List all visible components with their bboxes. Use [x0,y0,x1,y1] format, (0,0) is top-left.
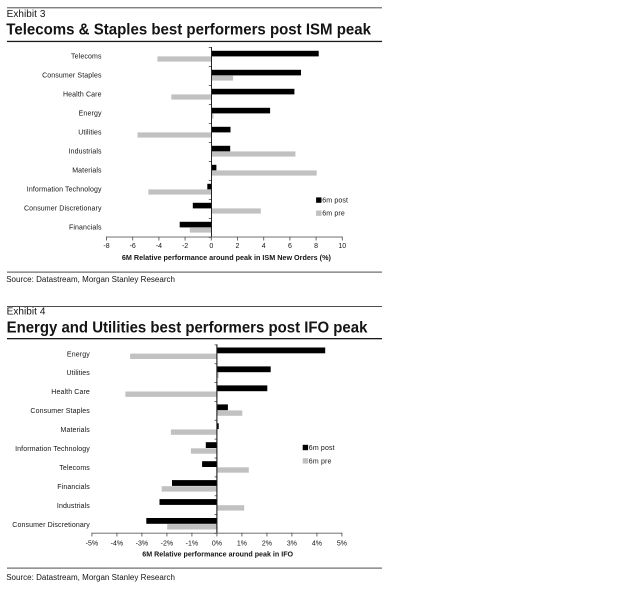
svg-text:Telecoms & Staples best perfor: Telecoms & Staples best performers post … [6,21,371,38]
svg-text:-6: -6 [130,243,136,250]
svg-text:-4: -4 [156,243,162,250]
svg-text:Information Technology: Information Technology [15,446,90,453]
svg-text:-4%: -4% [111,541,123,548]
svg-text:6M Relative performance around: 6M Relative performance around peak in I… [122,255,331,262]
svg-text:Health Care: Health Care [63,91,102,98]
svg-text:Health Care: Health Care [51,389,90,396]
svg-text:Energy and Utilities best perf: Energy and Utilities best performers pos… [7,320,368,337]
svg-text:-8: -8 [103,243,109,250]
svg-text:1%: 1% [237,541,247,548]
svg-text:Source: Datastream, Morgan Sta: Source: Datastream, Morgan Stanley Resea… [6,275,175,284]
svg-text:8: 8 [314,243,318,250]
svg-text:3%: 3% [287,541,297,548]
svg-text:6m pre: 6m pre [309,458,332,465]
svg-text:6m pre: 6m pre [322,211,345,218]
svg-text:-5%: -5% [86,541,98,548]
svg-text:Financials: Financials [57,484,90,491]
svg-text:0%: 0% [212,541,222,548]
svg-text:-2: -2 [182,243,188,250]
svg-text:6: 6 [288,243,292,250]
svg-text:Telecoms: Telecoms [71,53,102,60]
svg-text:6m post: 6m post [322,198,348,205]
svg-text:Utilities: Utilities [67,370,91,377]
svg-text:Materials: Materials [72,167,102,174]
svg-text:Consumer Discretionary: Consumer Discretionary [24,205,102,212]
svg-text:2: 2 [236,243,240,250]
svg-text:Energy: Energy [79,110,102,117]
svg-text:Consumer Staples: Consumer Staples [42,72,102,79]
svg-text:Energy: Energy [67,351,90,358]
svg-text:6M Relative performance around: 6M Relative performance around peak in I… [142,551,293,558]
svg-text:10: 10 [338,243,346,250]
svg-text:0: 0 [209,243,213,250]
svg-text:Utilities: Utilities [78,129,102,136]
svg-text:Source: Datastream, Morgan Sta: Source: Datastream, Morgan Stanley Resea… [6,573,175,582]
svg-text:Financials: Financials [69,224,102,231]
svg-text:4: 4 [262,243,266,250]
svg-text:Industrials: Industrials [69,148,102,155]
svg-text:Consumer Discretionary: Consumer Discretionary [12,522,90,529]
svg-text:2%: 2% [262,541,272,548]
svg-text:4%: 4% [312,541,322,548]
svg-text:6m post: 6m post [309,445,335,452]
svg-text:-2%: -2% [161,541,173,548]
svg-text:-1%: -1% [186,541,198,548]
svg-text:Information Technology: Information Technology [27,186,102,193]
svg-text:Exhibit 3: Exhibit 3 [7,9,46,20]
svg-text:-3%: -3% [136,541,148,548]
svg-text:Materials: Materials [61,427,91,434]
svg-text:Exhibit 4: Exhibit 4 [7,307,46,318]
svg-text:5%: 5% [337,541,347,548]
svg-text:Consumer Staples: Consumer Staples [30,408,90,415]
svg-text:Industrials: Industrials [57,503,90,510]
svg-text:Telecoms: Telecoms [59,465,90,472]
